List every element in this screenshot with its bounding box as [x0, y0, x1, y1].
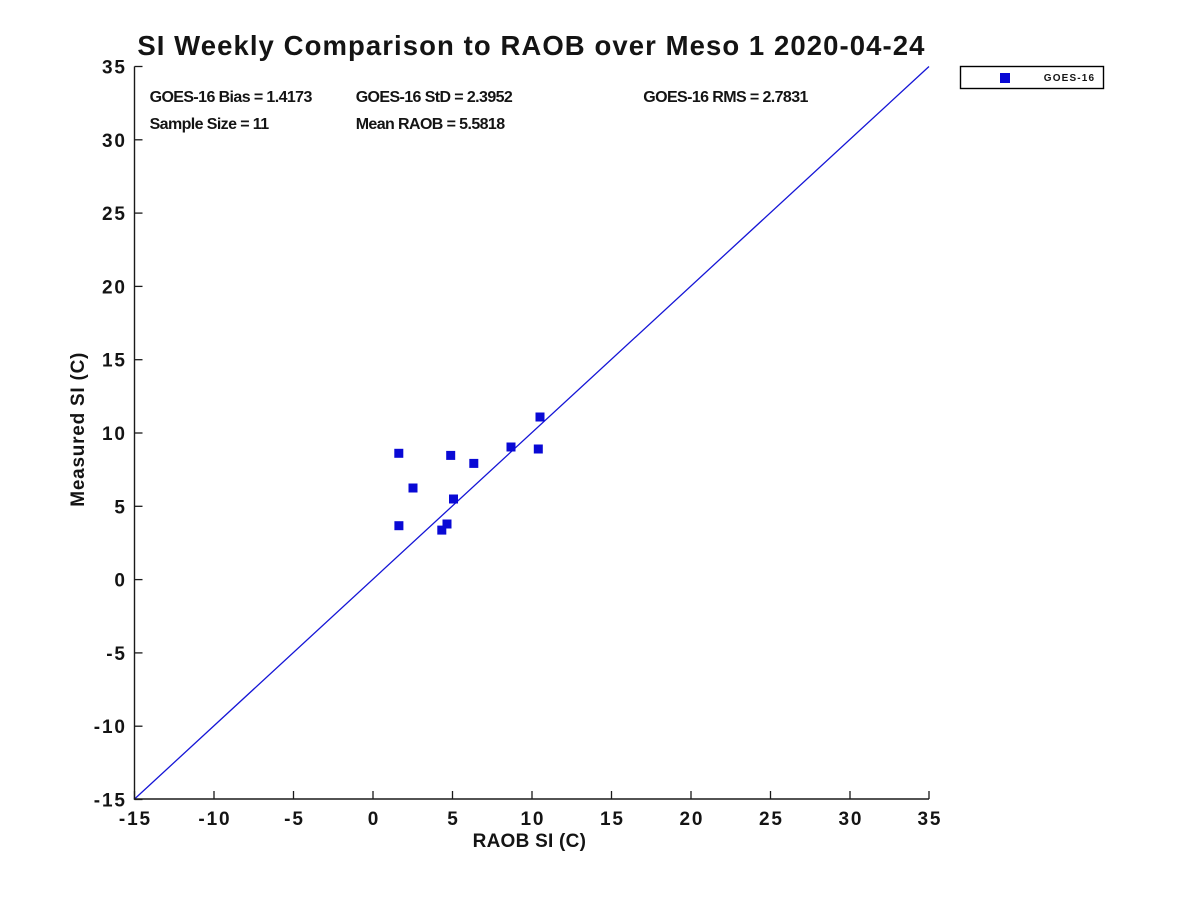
svg-text:Sample Size = 11: Sample Size = 11: [150, 116, 270, 133]
svg-text:-5: -5: [284, 809, 305, 830]
svg-text:35: 35: [917, 809, 942, 830]
svg-text:-10: -10: [94, 717, 127, 738]
svg-text:10: 10: [520, 809, 545, 830]
svg-text:GOES-16 StD = 2.3952: GOES-16 StD = 2.3952: [356, 89, 513, 106]
svg-text:5: 5: [114, 497, 126, 518]
svg-text:RAOB SI (C): RAOB SI (C): [473, 831, 587, 852]
svg-text:25: 25: [102, 204, 127, 225]
svg-text:15: 15: [600, 809, 625, 830]
svg-text:20: 20: [102, 277, 127, 298]
svg-text:15: 15: [102, 351, 127, 372]
svg-text:GOES-16 Bias = 1.4173: GOES-16 Bias = 1.4173: [150, 89, 313, 106]
svg-text:Mean RAOB = 5.5818: Mean RAOB = 5.5818: [356, 116, 506, 133]
svg-text:35: 35: [102, 58, 127, 79]
svg-text:0: 0: [114, 571, 126, 592]
svg-text:-15: -15: [119, 809, 152, 830]
svg-text:30: 30: [102, 131, 127, 152]
svg-text:GOES-16: GOES-16: [1044, 73, 1095, 84]
svg-text:-5: -5: [106, 644, 127, 665]
svg-text:20: 20: [679, 809, 704, 830]
svg-text:-15: -15: [94, 791, 127, 812]
svg-text:Measured SI (C): Measured SI (C): [68, 352, 89, 507]
svg-text:30: 30: [838, 809, 863, 830]
svg-text:5: 5: [447, 809, 459, 830]
svg-text:25: 25: [759, 809, 784, 830]
svg-text:10: 10: [102, 424, 127, 445]
svg-text:-10: -10: [198, 809, 231, 830]
svg-text:GOES-16 RMS = 2.7831: GOES-16 RMS = 2.7831: [643, 89, 808, 106]
svg-text:SI Weekly Comparison to RAOB o: SI Weekly Comparison to RAOB over Meso 1…: [137, 30, 925, 61]
svg-text:0: 0: [368, 809, 380, 830]
